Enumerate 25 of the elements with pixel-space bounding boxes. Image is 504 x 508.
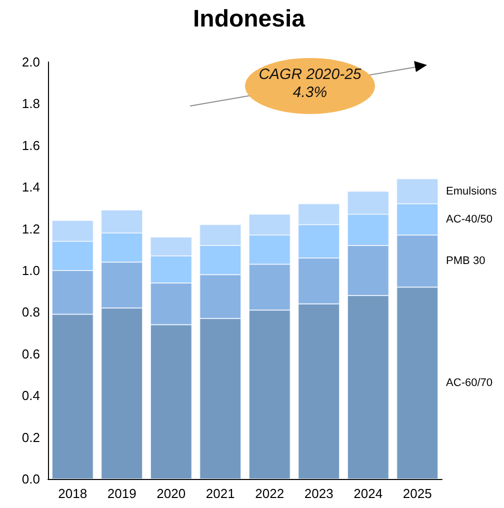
y-tick-label: 2.0 — [22, 54, 40, 70]
x-tick-label: 2020 — [156, 486, 186, 501]
annotation: CAGR 2020-25 4.3% — [258, 66, 362, 102]
x-tick-label: 2019 — [107, 486, 136, 501]
y-tick-label: 0.6 — [22, 346, 40, 362]
series-label: Emulsions — [446, 185, 498, 198]
y-tick-label: 1.8 — [22, 96, 40, 112]
x-tick-label: 2025 — [402, 486, 432, 501]
y-tick-label: 0.8 — [22, 304, 40, 320]
x-tick-label: 2023 — [304, 486, 334, 501]
series-label: PMB 30 — [446, 255, 486, 268]
chart-title: Indonesia — [192, 6, 306, 32]
y-tick-label: 1.6 — [22, 138, 40, 153]
x-tick-label: 2022 — [255, 486, 284, 501]
series-label: AC-40/50 — [446, 213, 493, 226]
x-tick-label: 2024 — [354, 486, 383, 501]
y-tick-label: 1.4 — [22, 180, 40, 195]
y-tick-label: 1.2 — [22, 221, 40, 236]
y-tick-label: 1.0 — [22, 263, 40, 278]
series-label: AC-60/70 — [446, 377, 493, 390]
y-tick-label: 0.2 — [22, 430, 40, 445]
x-tick-label: 2021 — [206, 486, 235, 501]
y-tick-label: 0.0 — [22, 472, 40, 486]
y-tick-label: 0.4 — [22, 388, 40, 404]
x-tick-label: 2018 — [58, 486, 88, 501]
